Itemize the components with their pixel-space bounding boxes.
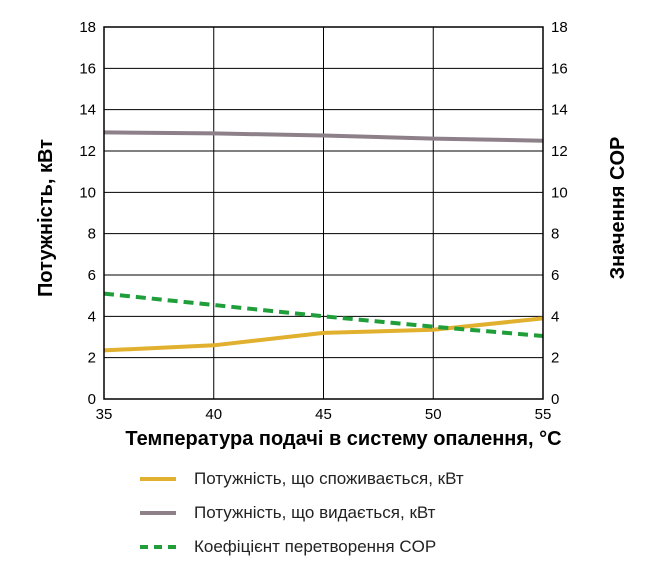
left-tick-label: 0 xyxy=(88,391,96,408)
series-line-1 xyxy=(103,130,544,143)
right-tick-label: 0 xyxy=(551,391,559,408)
x-tick-label: 50 xyxy=(425,406,442,423)
series-line-2 xyxy=(103,291,544,338)
x-tick-label: 45 xyxy=(315,406,332,423)
legend: Потужність, що споживається, кВт Потужні… xyxy=(140,462,464,564)
x-tick-label: 55 xyxy=(535,406,552,423)
x-tick-label: 40 xyxy=(205,406,222,423)
left-tick-label: 14 xyxy=(79,102,96,119)
grid-lines xyxy=(103,26,544,400)
legend-item-consumed-power: Потужність, що споживається, кВт xyxy=(140,462,464,496)
right-tick-label: 18 xyxy=(551,19,568,36)
series-line-0 xyxy=(103,316,544,353)
right-tick-label: 2 xyxy=(551,350,559,367)
left-tick-label: 10 xyxy=(79,184,96,201)
left-axis-title: Потужність, кВт xyxy=(35,139,57,297)
right-axis-title: Значення COP xyxy=(607,137,629,280)
right-tick-label: 14 xyxy=(551,102,568,119)
x-axis-title: Температура подачі в систему опалення, °… xyxy=(125,428,561,450)
left-tick-label: 8 xyxy=(88,226,96,243)
right-tick-label: 8 xyxy=(551,226,559,243)
left-tick-label: 16 xyxy=(79,60,96,77)
right-tick-label: 6 xyxy=(551,267,559,284)
left-tick-label: 2 xyxy=(88,350,96,367)
left-tick-label: 12 xyxy=(79,143,96,160)
chart: 0 2 4 6 8 10 12 14 16 18 0 2 4 6 8 10 12 14 16 18 35 40 45 50… xyxy=(35,19,629,450)
left-axis-ticks: 0 2 4 6 8 10 12 14 16 18 xyxy=(79,19,96,408)
plot-frame xyxy=(103,26,544,400)
right-tick-label: 12 xyxy=(551,143,568,160)
legend-label-cop: Коефіцієнт перетворення COP xyxy=(194,537,437,556)
legend-swatch-consumed-power xyxy=(140,477,176,481)
series-lines xyxy=(103,130,544,353)
legend-item-cop: Коефіцієнт перетворення COP xyxy=(140,530,464,564)
right-tick-label: 10 xyxy=(551,184,568,201)
legend-item-output-power: Потужність, що видається, кВт xyxy=(140,496,464,530)
left-tick-label: 4 xyxy=(88,308,96,325)
legend-label-output-power: Потужність, що видається, кВт xyxy=(194,503,436,522)
x-axis-ticks: 35 40 45 50 55 xyxy=(96,406,552,423)
x-tick-label: 35 xyxy=(96,406,113,423)
left-tick-label: 18 xyxy=(79,19,96,36)
legend-label-consumed-power: Потужність, що споживається, кВт xyxy=(194,469,464,488)
legend-swatch-output-power xyxy=(140,511,176,515)
right-tick-label: 4 xyxy=(551,308,559,325)
left-tick-label: 6 xyxy=(88,267,96,284)
legend-swatch-cop xyxy=(140,545,176,549)
right-tick-label: 16 xyxy=(551,60,568,77)
right-axis-ticks: 0 2 4 6 8 10 12 14 16 18 xyxy=(551,19,568,408)
